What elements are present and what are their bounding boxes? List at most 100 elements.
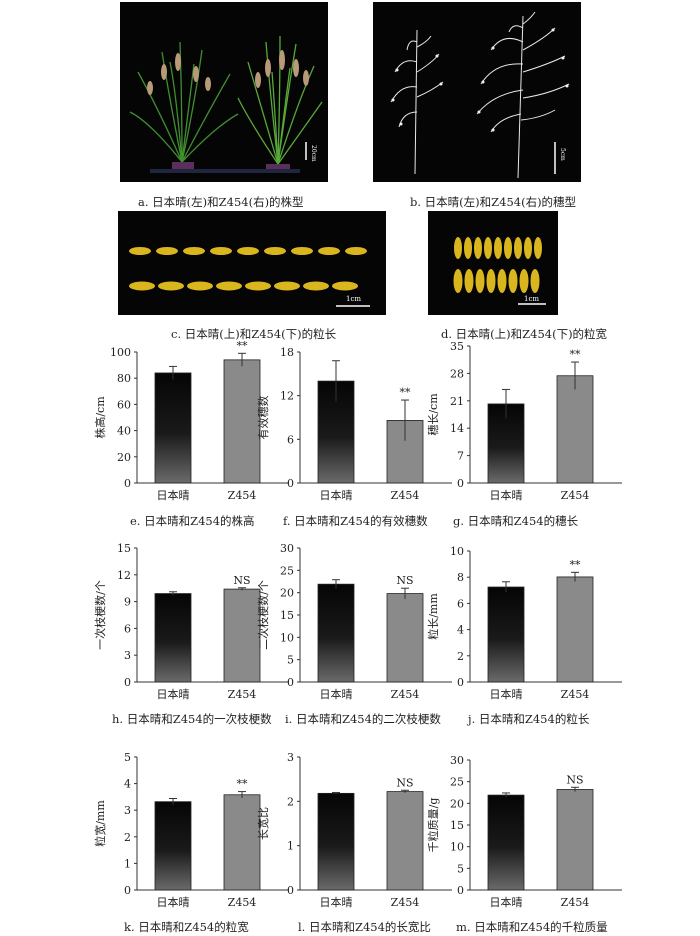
chart-m-ylabel: 千粒质量/g xyxy=(426,798,440,853)
chart-e-ytick-label: 40 xyxy=(117,425,131,438)
chart-m-category-label: 日本晴 xyxy=(490,895,523,909)
chart-g-ytick-label: 14 xyxy=(450,422,464,435)
grain-width-illustration xyxy=(453,237,546,305)
chart-l-ytick-label: 2 xyxy=(287,795,294,808)
chart-l-ytick-label: 3 xyxy=(287,751,294,764)
chart-h-ytick-label: 6 xyxy=(124,622,131,635)
photo-plant-type: 20cm xyxy=(120,2,328,182)
chart-m-bar xyxy=(556,789,594,891)
chart-k-ytick-label: 0 xyxy=(124,884,131,897)
chart-f-category-label: Z454 xyxy=(391,489,420,502)
chart-f-ytick-label: 6 xyxy=(287,433,294,446)
chart-h-ytick-label: 3 xyxy=(124,649,131,662)
chart-g-significance: ** xyxy=(570,348,582,361)
chart-i-ytick-label: 5 xyxy=(287,654,294,667)
chart-m-ytick-label: 10 xyxy=(450,841,464,854)
chart-h-category-label: Z454 xyxy=(228,688,257,701)
chart-i-significance: NS xyxy=(396,574,413,587)
chart-i-category-label: Z454 xyxy=(391,688,420,701)
photo-panicle-type: 5cm xyxy=(373,2,581,182)
chart-g-ytick-label: 35 xyxy=(450,340,464,353)
chart-h-ytick-label: 15 xyxy=(117,542,131,555)
chart-e-category-label: Z454 xyxy=(228,489,257,502)
chart-g-ylabel: 穗长/cm xyxy=(427,393,440,436)
caption-a: a. 日本晴(左)和Z454(右)的株型 xyxy=(138,195,304,209)
photo-grain-width: 1cm xyxy=(428,211,558,315)
chart-g-bar xyxy=(556,375,594,484)
chart-m-ytick-label: 25 xyxy=(450,776,464,789)
chart-e-ytick-label: 60 xyxy=(117,398,131,411)
chart-j-ytick-label: 8 xyxy=(457,571,464,584)
chart-j-bar xyxy=(487,586,525,683)
chart-k-ytick-label: 4 xyxy=(124,778,131,791)
chart-k-ytick-label: 3 xyxy=(124,804,131,817)
chart-f-ytick-label: 12 xyxy=(280,390,294,403)
chart-h-caption: h. 日本晴和Z454的一次枝梗数 xyxy=(112,712,272,726)
chart-g-ytick-label: 28 xyxy=(450,367,464,380)
chart-f-significance: ** xyxy=(400,386,412,399)
chart-m-ytick-label: 5 xyxy=(457,862,464,875)
plant-illustration xyxy=(129,35,323,173)
chart-f-caption: f. 日本晴和Z454的有效穗数 xyxy=(283,514,428,528)
panicle-illustration xyxy=(390,11,570,179)
scale-bar-label: 20cm xyxy=(310,145,317,162)
chart-e-ytick-label: 0 xyxy=(124,477,131,490)
chart-m-bar xyxy=(487,794,525,891)
chart-h-ytick-label: 9 xyxy=(124,596,131,609)
chart-e-ytick-label: 100 xyxy=(110,346,131,359)
chart-f-ytick-label: 0 xyxy=(287,477,294,490)
caption-b: b. 日本晴(左)和Z454(右)的穗型 xyxy=(410,195,577,209)
scale-bar-label: 1cm xyxy=(346,295,362,303)
chart-l-ytick-label: 1 xyxy=(287,840,294,853)
chart-i-bar xyxy=(317,583,355,683)
scale-bar-label: 5cm xyxy=(559,148,566,161)
chart-j-ylabel: 粒长/mm xyxy=(426,593,440,640)
chart-l-significance: NS xyxy=(396,776,413,789)
chart-i-ytick-label: 30 xyxy=(280,542,294,555)
caption-c: c. 日本晴(上)和Z454(下)的粒长 xyxy=(171,327,337,341)
scale-bar-label: 1cm xyxy=(524,295,540,303)
chart-j-ytick-label: 6 xyxy=(457,597,464,610)
grain-length-illustration xyxy=(129,247,370,307)
chart-h-bar xyxy=(223,588,261,683)
chart-k-ylabel: 粒宽/mm xyxy=(93,800,107,847)
chart-e-bar xyxy=(223,359,261,484)
chart-l-bar xyxy=(386,791,424,891)
chart-k-bar xyxy=(154,801,192,891)
chart-g-ytick-label: 7 xyxy=(457,450,464,463)
chart-m-significance: NS xyxy=(566,773,583,786)
chart-g-ytick-label: 21 xyxy=(450,395,464,408)
chart-e-category-label: 日本晴 xyxy=(157,488,190,502)
photo-grain-length: 1cm xyxy=(118,211,386,315)
chart-g-caption: g. 日本晴和Z454的穗长 xyxy=(453,514,579,528)
chart-k-significance: ** xyxy=(237,778,249,791)
chart-k-bar xyxy=(223,794,261,891)
chart-i-ytick-label: 10 xyxy=(280,631,294,644)
chart-k-ytick-label: 2 xyxy=(124,831,131,844)
chart-g-ytick-label: 0 xyxy=(457,477,464,490)
chart-k-caption: k. 日本晴和Z454的粒宽 xyxy=(124,920,249,934)
chart-g-category-label: 日本晴 xyxy=(490,488,523,502)
chart-m-ytick-label: 20 xyxy=(450,797,464,810)
chart-i-bar xyxy=(386,593,424,683)
chart-k-ytick-label: 5 xyxy=(124,751,131,764)
chart-e-significance: ** xyxy=(237,339,249,352)
chart-e-ylabel: 株高/cm xyxy=(93,396,107,439)
chart-i-caption: i. 日本晴和Z454的二次枝梗数 xyxy=(285,712,441,726)
chart-i-ylabel: 二次枝梗数/个 xyxy=(256,580,270,650)
chart-h-category-label: 日本晴 xyxy=(157,687,190,701)
chart-m-ytick-label: 15 xyxy=(450,819,464,832)
chart-j-ytick-label: 0 xyxy=(457,676,464,689)
chart-h-bar xyxy=(154,593,192,683)
chart-i-ytick-label: 0 xyxy=(287,676,294,689)
chart-f-ylabel: 有效穗数 xyxy=(256,396,270,440)
chart-m-category-label: Z454 xyxy=(561,896,590,909)
chart-h-ytick-label: 12 xyxy=(117,569,131,582)
chart-e-ytick-label: 20 xyxy=(117,451,131,464)
chart-i-ytick-label: 25 xyxy=(280,564,294,577)
chart-k-ytick-label: 1 xyxy=(124,857,131,870)
chart-j-ytick-label: 2 xyxy=(457,650,464,663)
chart-g-category-label: Z454 xyxy=(561,489,590,502)
chart-i-ytick-label: 20 xyxy=(280,587,294,600)
